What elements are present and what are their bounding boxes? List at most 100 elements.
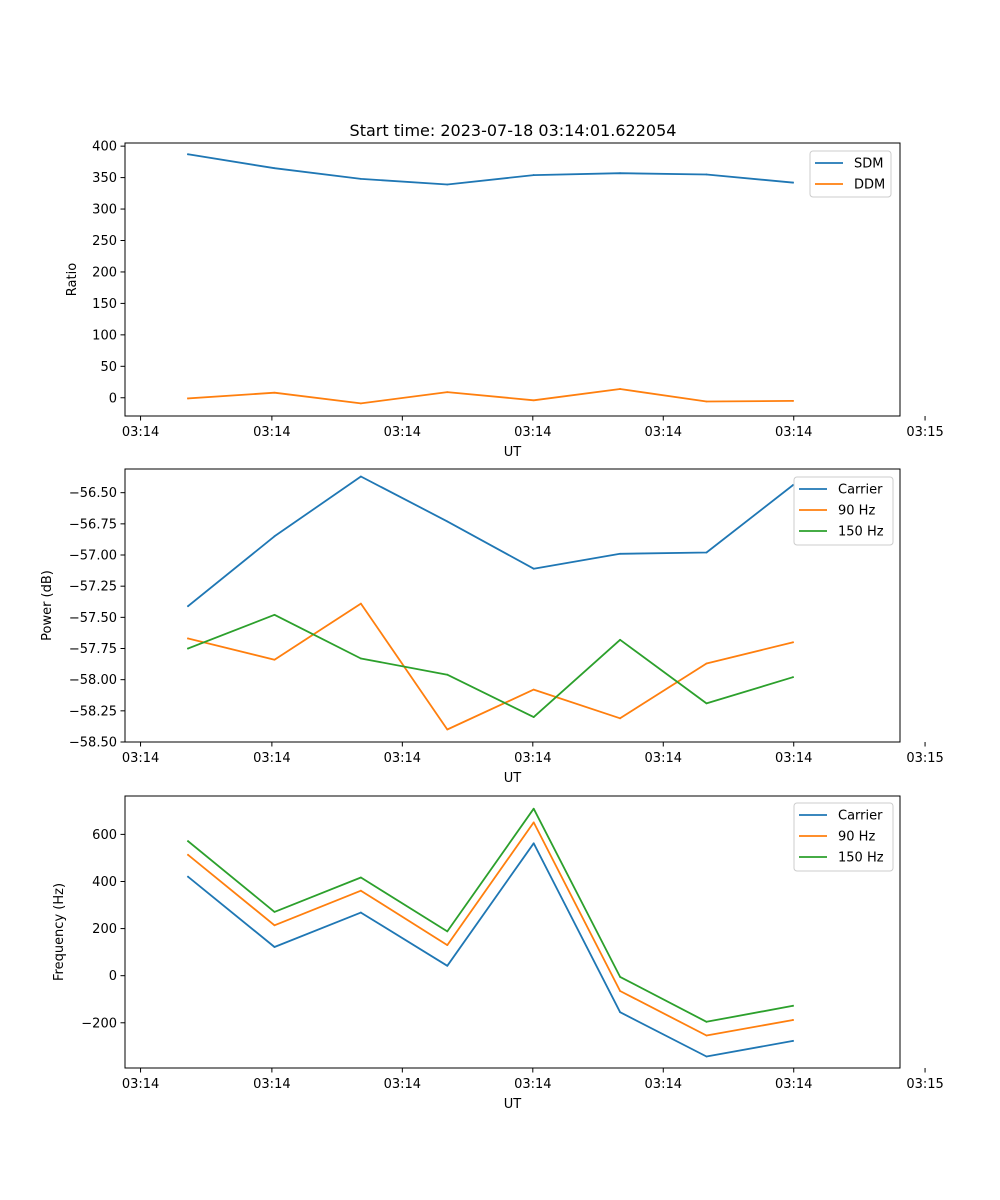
- y-axis-label: Ratio: [65, 263, 80, 296]
- y-tick-label: 0: [109, 391, 117, 406]
- data-point: [705, 551, 708, 554]
- series-line-150-hz: [186, 807, 794, 1023]
- data-point: [359, 876, 362, 879]
- x-axis-label: UT: [504, 445, 522, 460]
- x-tick-label: 03:14: [514, 1077, 551, 1092]
- data-point: [187, 153, 189, 156]
- axes-frame: [124, 468, 901, 743]
- data-point: [273, 658, 276, 661]
- data-point: [619, 638, 621, 641]
- data-point: [446, 964, 449, 967]
- data-point: [273, 910, 276, 913]
- x-tick-label: 03:14: [514, 425, 551, 440]
- y-tick-label: −56.50: [69, 486, 117, 501]
- series-line-carrier: [186, 842, 794, 1058]
- data-point: [532, 821, 535, 824]
- y-tick-label: 150: [92, 297, 117, 312]
- x-tick-label: 03:14: [645, 1077, 682, 1092]
- axes-frame: [124, 795, 901, 1069]
- data-point: [532, 807, 535, 810]
- data-point: [446, 183, 449, 186]
- data-point: [273, 391, 276, 394]
- x-tick-label: 03:14: [253, 751, 290, 766]
- x-tick-label: 03:14: [775, 425, 812, 440]
- chart-panel-1: 03:14 03:14 03:14 03:14 03:14 03:14 03:15 0 50 10…: [65, 140, 944, 460]
- data-point: [705, 173, 708, 176]
- legend-label: Carrier: [838, 483, 883, 498]
- data-point: [446, 944, 449, 946]
- series-line-90-hz: [186, 821, 794, 1037]
- y-tick-label: 200: [92, 922, 117, 937]
- data-point: [705, 702, 708, 705]
- data-point: [791, 1040, 794, 1042]
- series-line-150-hz: [186, 613, 795, 718]
- data-point: [532, 174, 535, 176]
- data-point: [273, 924, 276, 927]
- data-point: [359, 602, 362, 605]
- data-point: [273, 613, 276, 616]
- x-tick-label: 03:14: [122, 1077, 159, 1092]
- data-point: [446, 391, 449, 393]
- data-point: [359, 889, 362, 892]
- data-point: [446, 930, 449, 933]
- legend-label: 90 Hz: [838, 830, 875, 845]
- x-tick-label: 03:14: [122, 751, 159, 766]
- y-tick-label: −56.75: [69, 517, 117, 532]
- x-tick-label: 03:14: [645, 425, 682, 440]
- data-point: [273, 167, 276, 170]
- data-point: [791, 676, 794, 679]
- data-point: [619, 990, 621, 992]
- y-tick-label: −58.50: [69, 736, 117, 751]
- x-tick-label: 03:15: [906, 425, 943, 440]
- data-point: [273, 535, 276, 538]
- x-tick-label: 03:14: [253, 1077, 290, 1092]
- x-axis-label: UT: [504, 771, 522, 786]
- chart-panel-2: 03:14 03:14 03:14 03:14 03:14 03:14 03:15 −58.5…: [40, 468, 944, 786]
- data-point: [791, 641, 794, 644]
- data-point: [619, 388, 621, 390]
- data-point: [532, 399, 535, 402]
- data-point: [619, 975, 621, 978]
- legend-label: 150 Hz: [838, 525, 884, 540]
- x-tick-label: 03:14: [384, 425, 421, 440]
- data-point: [187, 397, 189, 400]
- data-point: [532, 688, 535, 691]
- y-tick-label: 200: [92, 265, 117, 280]
- legend-box: [793, 802, 894, 872]
- data-point: [187, 637, 189, 640]
- data-point: [791, 1019, 794, 1021]
- panels: 03:14 03:14 03:14 03:14 03:14 03:14 03:15 0 50 10…: [40, 140, 944, 1112]
- series-line-90-hz: [187, 602, 794, 731]
- data-point: [359, 657, 362, 660]
- data-point: [791, 484, 794, 487]
- y-tick-label: 100: [92, 328, 117, 343]
- axes-frame: [124, 142, 901, 417]
- data-point: [619, 172, 621, 175]
- series-line-ddm: [187, 388, 794, 405]
- data-point: [619, 552, 621, 555]
- data-point: [359, 475, 362, 478]
- chart-panel-3: 03:14 03:14 03:14 03:14 03:14 03:14 03:15 −200 0…: [52, 795, 944, 1112]
- data-point: [705, 1034, 708, 1037]
- x-axis-label: UT: [504, 1097, 522, 1112]
- y-tick-label: −200: [81, 1016, 117, 1031]
- x-tick-label: 03:14: [384, 751, 421, 766]
- data-point: [791, 1004, 794, 1007]
- x-tick-label: 03:15: [906, 1077, 943, 1092]
- data-point: [187, 605, 189, 608]
- figure-title: Start time: 2023-07-18 03:14:01.622054: [350, 121, 677, 140]
- legend-label: Carrier: [838, 809, 883, 824]
- y-tick-label: −57.00: [69, 549, 117, 564]
- data-point: [705, 662, 708, 665]
- legend-label: 150 Hz: [838, 851, 884, 866]
- y-tick-label: −57.75: [69, 642, 117, 657]
- legend: Carrier 90 Hz 150 Hz: [793, 476, 894, 546]
- y-tick-label: 50: [100, 360, 117, 375]
- data-point: [187, 875, 189, 878]
- x-tick-label: 03:14: [253, 425, 290, 440]
- x-tick-label: 03:14: [775, 751, 812, 766]
- x-tick-label: 03:14: [384, 1077, 421, 1092]
- y-tick-label: −58.00: [69, 673, 117, 688]
- data-point: [532, 716, 535, 718]
